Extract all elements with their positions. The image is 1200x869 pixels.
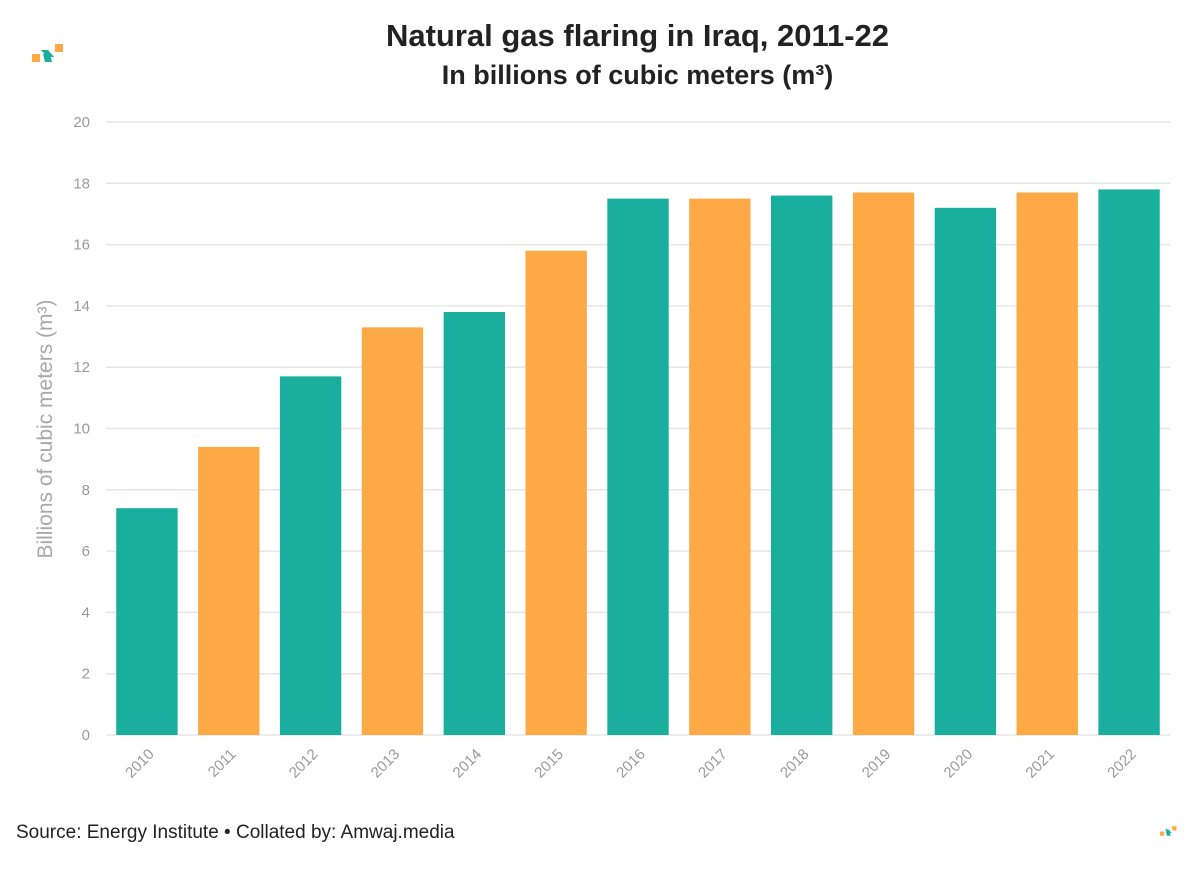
y-tick-label: 10 [73, 421, 90, 438]
amwaj-logo-small-icon [1160, 826, 1177, 836]
y-tick-label: 0 [82, 727, 90, 744]
x-tick-label: 2011 [205, 746, 240, 781]
x-tick-label: 2021 [1022, 746, 1058, 782]
x-tick-label: 2017 [695, 746, 731, 782]
bar-2017[interactable] [689, 198, 751, 735]
y-tick-label: 16 [73, 237, 90, 254]
x-tick-label: 2018 [777, 746, 813, 782]
bar-2014[interactable] [443, 312, 505, 735]
y-tick-label: 14 [73, 298, 90, 315]
bars [116, 189, 1160, 736]
y-tick-label: 4 [82, 604, 90, 621]
x-tick-label: 2019 [859, 746, 895, 782]
x-tick-label: 2013 [368, 746, 404, 782]
x-tick-label: 2012 [286, 746, 322, 782]
x-tick-label: 2022 [1104, 746, 1140, 782]
bar-2022[interactable] [1098, 189, 1160, 735]
bar-2016[interactable] [607, 198, 669, 735]
x-tick-label: 2014 [450, 746, 486, 782]
chart-title: Natural gas flaring in Iraq, 2011-22 [385, 18, 890, 53]
bar-2011[interactable] [198, 446, 260, 735]
amwaj-logo-icon [32, 44, 63, 62]
y-axis-ticks: 0 2 4 6 8 10 12 14 16 18 20 [73, 114, 90, 744]
bar-2021[interactable] [1016, 192, 1078, 735]
x-axis-ticks: 2010 2011 2012 2013 2014 2015 2016 2017 2018 2019… [122, 746, 1140, 782]
y-axis-label: Billions of cubic meters (m³) [34, 299, 57, 558]
bar-2013[interactable] [361, 327, 424, 735]
chart-subtitle: In billions of cubic meters (m³) [441, 60, 834, 90]
x-tick-label: 2020 [941, 746, 977, 782]
x-tick-label: 2010 [122, 746, 158, 782]
bar-2012[interactable] [279, 376, 342, 735]
x-tick-label: 2015 [531, 746, 567, 782]
y-tick-label: 18 [73, 175, 90, 192]
bar-2010[interactable] [116, 508, 178, 735]
source-note: Source: Energy Institute • Collated by: … [16, 822, 455, 843]
y-tick-label: 8 [82, 482, 90, 499]
x-tick-label: 2016 [613, 746, 649, 782]
bar-2015[interactable] [525, 250, 587, 736]
y-tick-label: 6 [82, 543, 90, 560]
y-tick-label: 2 [82, 666, 90, 683]
bar-2018[interactable] [771, 195, 833, 735]
y-tick-label: 20 [73, 114, 90, 131]
y-tick-label: 12 [73, 359, 90, 376]
bar-2019[interactable] [852, 192, 915, 735]
bar-2020[interactable] [934, 207, 997, 735]
